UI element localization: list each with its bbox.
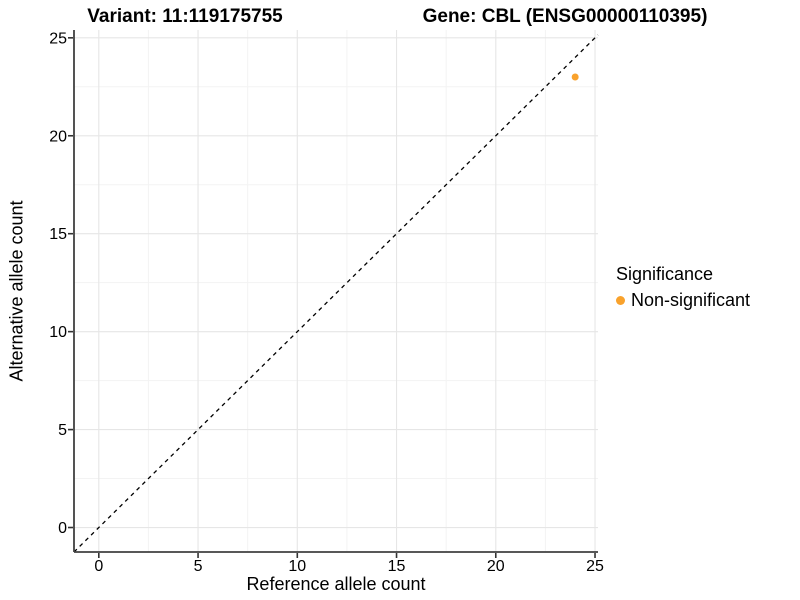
legend-title: Significance — [616, 264, 714, 284]
x-tick-label: 25 — [586, 558, 604, 575]
y-tick-label: 5 — [58, 422, 67, 439]
y-tick-label: 0 — [58, 520, 67, 537]
plot-title-variant: Variant: 11:119175755 — [87, 6, 283, 27]
y-axis-label: Alternative allele count — [6, 200, 27, 382]
y-tick-label: 25 — [49, 30, 67, 47]
x-axis-label: Reference allele count — [246, 574, 426, 594]
y-tick-label: 20 — [49, 128, 67, 145]
x-tick-label: 20 — [487, 558, 505, 575]
x-tick-label: 10 — [288, 558, 306, 575]
legend-item: Non-significant — [616, 290, 750, 311]
x-tick-label: 15 — [388, 558, 406, 575]
y-tick-label: 15 — [49, 226, 67, 243]
identity-line — [73, 34, 599, 553]
legend-point-icon — [616, 296, 625, 305]
x-tick-label: 5 — [194, 558, 203, 575]
plot-title-gene: Gene: CBL (ENSG00000110395) — [422, 6, 708, 27]
y-tick-label: 10 — [49, 324, 67, 341]
x-tick-label: 0 — [94, 558, 103, 575]
legend-item-label: Non-significant — [631, 290, 751, 310]
data-point — [571, 73, 579, 81]
legend: Significance Non-significant — [616, 264, 750, 311]
